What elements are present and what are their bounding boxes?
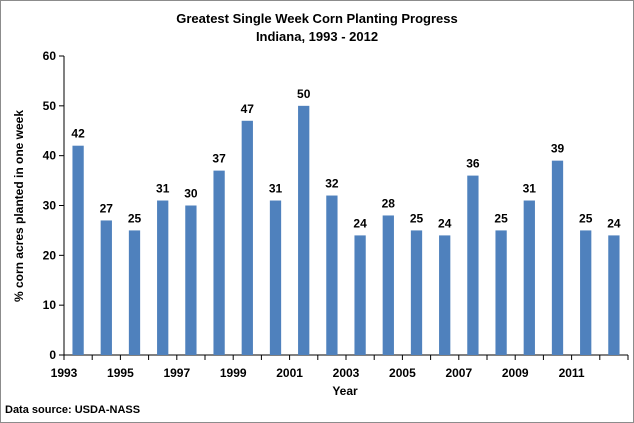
x-tick-label: 2003 <box>333 366 360 380</box>
chart-title: Greatest Single Week Corn Planting Progr… <box>176 11 458 26</box>
data-label: 31 <box>269 182 283 196</box>
bar <box>354 235 366 355</box>
bar <box>410 230 423 355</box>
data-label: 28 <box>382 196 396 210</box>
data-label: 24 <box>607 216 621 230</box>
bar <box>100 220 112 355</box>
x-tick-label: 2007 <box>445 366 472 380</box>
x-tick-label: 1999 <box>220 366 247 380</box>
data-label: 31 <box>156 182 170 196</box>
x-tick-label: 2011 <box>559 366 585 380</box>
data-label: 32 <box>325 177 339 191</box>
y-tick-label: 50 <box>43 99 57 113</box>
y-tick-label: 30 <box>43 199 57 213</box>
bar <box>608 235 620 355</box>
bar <box>326 195 338 355</box>
data-label: 25 <box>494 211 508 225</box>
bar <box>241 120 253 356</box>
data-label: 25 <box>128 211 142 225</box>
bar <box>495 230 507 355</box>
bars <box>72 105 620 356</box>
bar <box>72 145 84 355</box>
chart-subtitle: Indiana, 1993 - 2012 <box>256 29 378 44</box>
y-tick-label: 40 <box>43 149 57 163</box>
data-label: 39 <box>551 142 565 156</box>
y-tick-label: 0 <box>49 348 56 362</box>
axes <box>59 55 629 360</box>
x-tick-label: 2005 <box>389 366 416 380</box>
data-labels: 42 27 25 31 30 37 47 31 50 32 24 28 25 24 36 25 31 39 25 24 <box>71 87 620 231</box>
bar <box>439 235 451 355</box>
bar <box>382 215 394 355</box>
x-tick-label: 1995 <box>107 366 134 380</box>
y-tick-label: 20 <box>43 248 57 262</box>
data-label: 24 <box>353 216 367 230</box>
bar <box>551 160 564 355</box>
data-label: 42 <box>71 127 85 141</box>
bar <box>298 105 310 355</box>
bar <box>213 170 225 355</box>
data-label: 50 <box>297 87 311 101</box>
bar <box>580 230 592 355</box>
data-label: 47 <box>241 102 255 116</box>
y-axis-label: % corn acres planted in one week <box>12 110 26 302</box>
x-tick-labels: 1993 1995 1997 1999 2001 2003 2005 2007 2009 2011 <box>51 366 585 380</box>
data-label: 25 <box>410 211 424 225</box>
bar <box>467 175 479 355</box>
y-tick-labels: 0 10 20 30 40 50 60 <box>43 49 57 362</box>
bar <box>128 230 141 355</box>
bar <box>523 200 535 355</box>
x-tick-label: 1997 <box>163 366 190 380</box>
data-label: 25 <box>579 211 593 225</box>
data-label: 24 <box>438 216 452 230</box>
x-tick-label: 2001 <box>276 366 303 380</box>
bar <box>185 205 197 355</box>
y-tick-label: 60 <box>43 49 57 63</box>
y-tick-label: 10 <box>43 298 57 312</box>
bar <box>157 200 169 355</box>
bar <box>269 200 282 355</box>
data-label: 36 <box>466 157 480 171</box>
x-tick-label: 1993 <box>51 366 78 380</box>
data-label: 31 <box>523 182 537 196</box>
x-tick-label: 2009 <box>502 366 529 380</box>
data-label: 27 <box>100 201 114 215</box>
x-axis-label: Year <box>332 384 358 398</box>
data-source-note: Data source: USDA-NASS <box>5 404 140 416</box>
data-label: 30 <box>184 187 198 201</box>
data-label: 37 <box>212 152 226 166</box>
